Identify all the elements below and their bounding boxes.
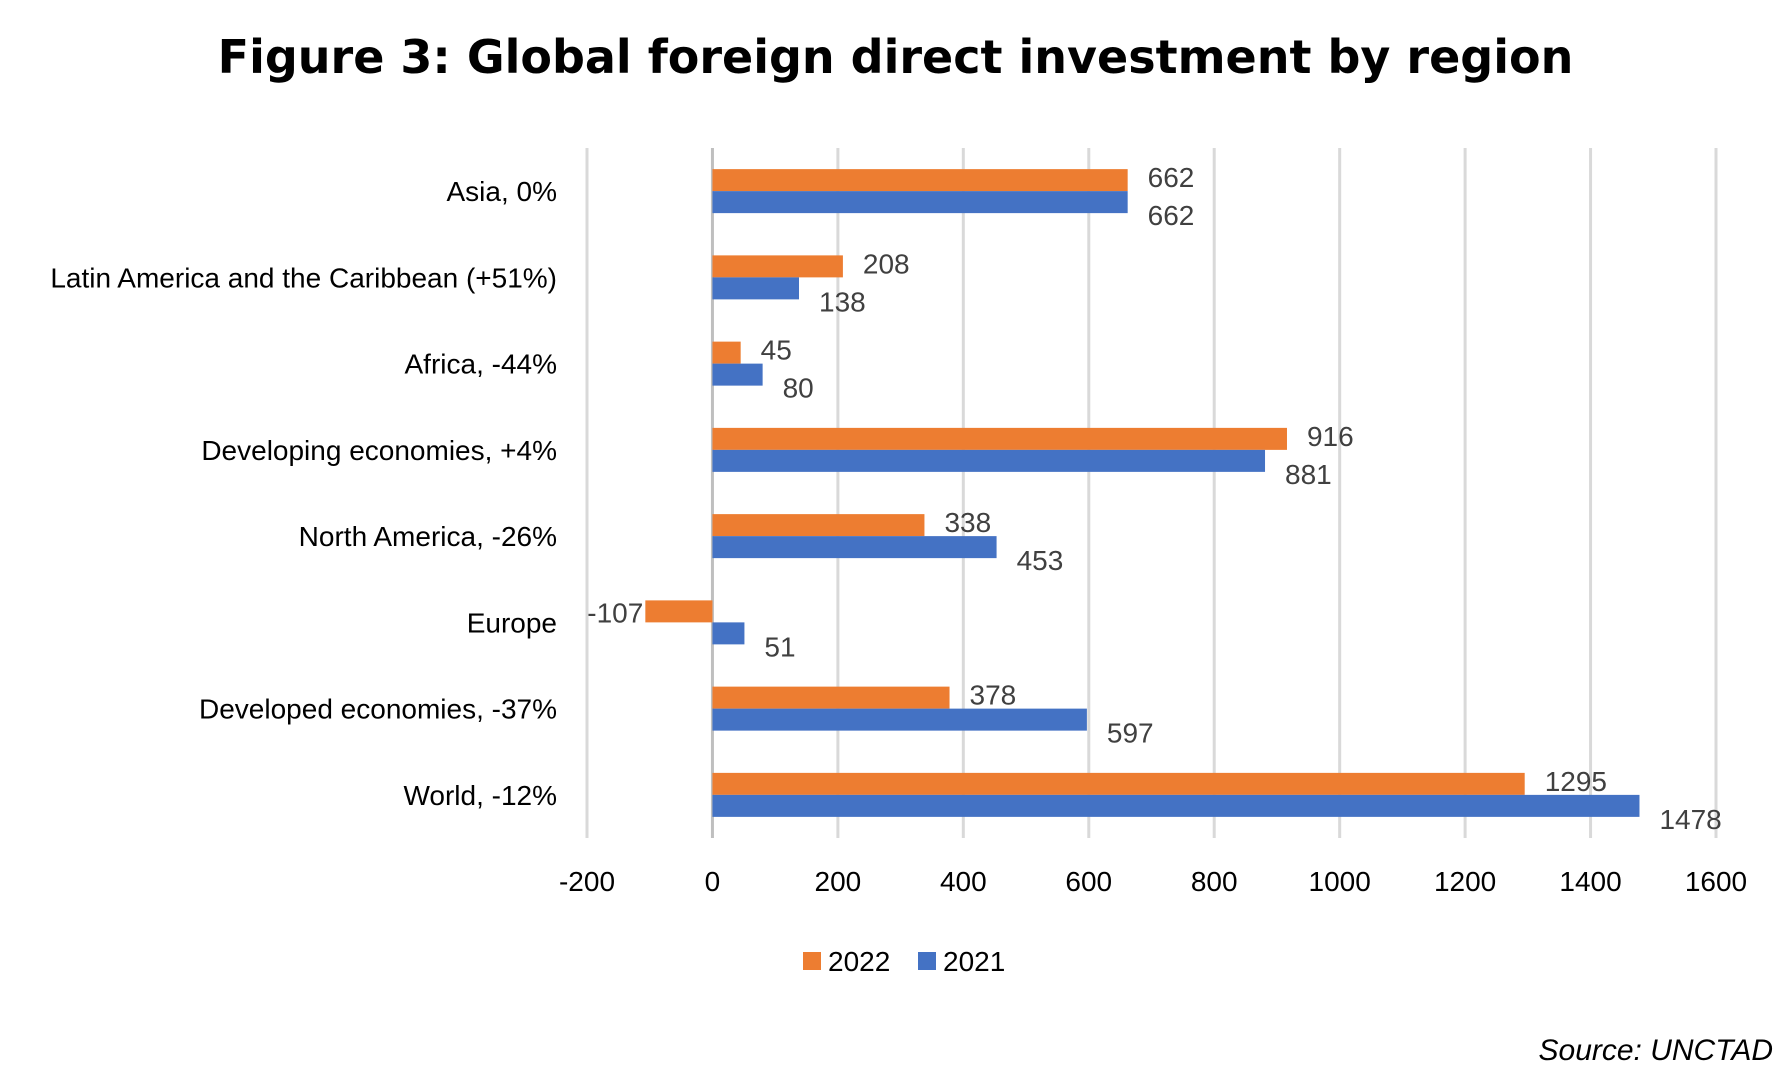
bar-2021-developed-economies-37: [712, 708, 1087, 731]
bar-2022-asia-0: [712, 169, 1128, 192]
bar-2021-developing-economies-4: [712, 449, 1266, 472]
legend-label-2021: 2021: [943, 946, 1005, 977]
x-tick-label-0: 0: [705, 866, 721, 897]
data-label-2021-world-12: 1478: [1659, 804, 1721, 835]
x-tick-label-1200: 1200: [1434, 866, 1496, 897]
x-tick-label-400: 400: [940, 866, 987, 897]
data-label-2021-africa-44: 80: [783, 373, 814, 404]
chart-title: Figure 3: Global foreign direct investme…: [217, 30, 1574, 84]
data-label-2021-asia-0: 662: [1148, 200, 1195, 231]
data-label-2022-europe: -107: [587, 597, 643, 628]
bars: [645, 169, 1640, 817]
data-label-2022-africa-44: 45: [761, 335, 792, 366]
data-label-2021-europe: 51: [764, 631, 795, 662]
x-tick-label-1000: 1000: [1309, 866, 1371, 897]
x-tick-label-200: 200: [815, 866, 862, 897]
bar-2022-latin-america-and-the-caribbean-51: [712, 255, 843, 278]
bar-2022-developed-economies-37: [712, 686, 950, 709]
category-label-africa-44: Africa, -44%: [405, 349, 558, 380]
data-label-2022-world-12: 1295: [1545, 766, 1607, 797]
legend-label-2022: 2022: [828, 946, 890, 977]
category-label-developed-economies-37: Developed economies, -37%: [199, 694, 557, 725]
data-label-2022-developed-economies-37: 378: [970, 680, 1017, 711]
data-label-2022-developing-economies-4: 916: [1307, 421, 1354, 452]
data-label-2021-north-america-26: 453: [1017, 545, 1064, 576]
data-label-2022-asia-0: 662: [1148, 162, 1195, 193]
category-label-developing-economies-4: Developing economies, +4%: [201, 435, 557, 466]
category-labels: Asia, 0% Latin America and the Caribbean …: [50, 176, 557, 811]
bar-2021-asia-0: [712, 191, 1128, 214]
bar-2022-developing-economies-4: [712, 427, 1287, 450]
bar-2021-latin-america-and-the-caribbean-51: [712, 277, 800, 300]
bar-2022-north-america-26: [712, 514, 925, 537]
legend: 2022 2021: [803, 946, 1005, 977]
bar-2022-africa-44: [712, 341, 741, 364]
x-tick-label-800: 800: [1191, 866, 1238, 897]
x-tick-label-600: 600: [1065, 866, 1112, 897]
bar-2021-europe: [712, 622, 745, 645]
legend-swatch-2022: [803, 952, 821, 970]
data-label-2021-latin-america-and-the-caribbean-51: 138: [819, 286, 866, 317]
x-tick-label-200: -200: [559, 866, 615, 897]
data-label-2022-north-america-26: 338: [944, 507, 991, 538]
category-label-asia-0: Asia, 0%: [447, 176, 558, 207]
category-label-latin-america-and-the-caribbean-51: Latin America and the Caribbean (+51%): [50, 262, 557, 293]
bar-2021-north-america-26: [712, 536, 997, 559]
bar-2021-world-12: [712, 794, 1640, 817]
bar-2022-world-12: [712, 772, 1525, 795]
bar-2022-europe: [645, 600, 713, 623]
x-tick-label-1600: 1600: [1685, 866, 1747, 897]
category-label-north-america-26: North America, -26%: [299, 521, 557, 552]
x-tick-label-1400: 1400: [1559, 866, 1621, 897]
legend-swatch-2021: [918, 952, 936, 970]
category-label-europe: Europe: [467, 607, 557, 638]
data-labels: 662 662 208 138 45 80 916 881 338 453 -107 51 378 597…: [587, 162, 1721, 835]
data-label-2022-latin-america-and-the-caribbean-51: 208: [863, 248, 910, 279]
source-note: Source: UNCTAD: [1538, 1034, 1774, 1067]
data-label-2021-developed-economies-37: 597: [1107, 718, 1154, 749]
data-label-2021-developing-economies-4: 881: [1285, 459, 1332, 490]
category-label-world-12: World, -12%: [403, 780, 557, 811]
bar-2021-africa-44: [712, 363, 763, 386]
x-axis-tick-labels: -200 0 200 400 600 800 1000 1200 1400 1600: [559, 866, 1747, 897]
